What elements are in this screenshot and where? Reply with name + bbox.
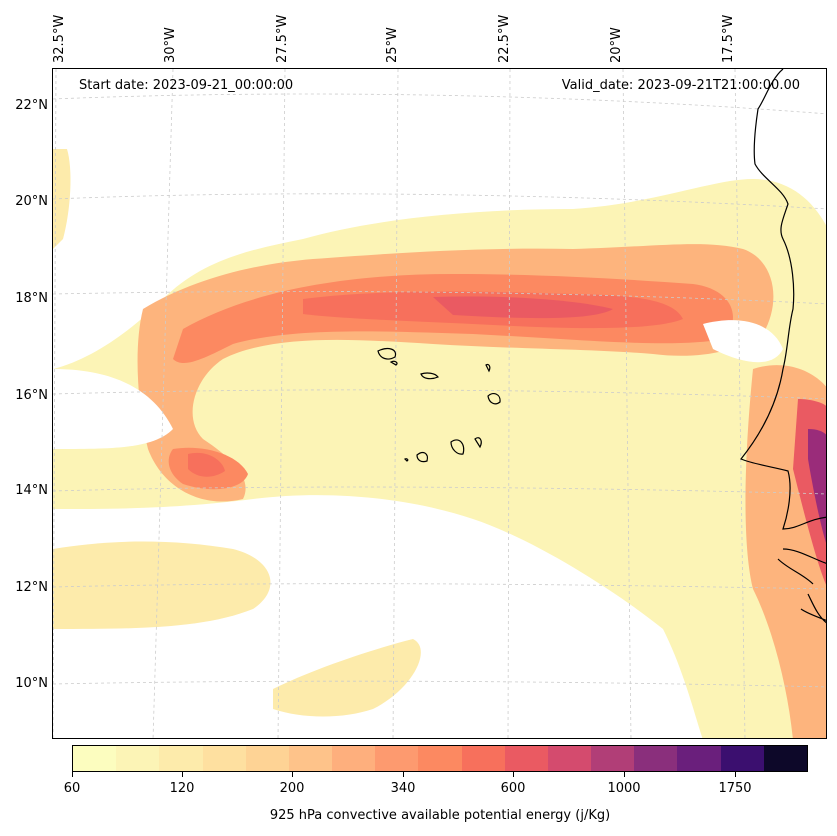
colorbar-title: 925 hPa convective available potential e… [269, 808, 611, 823]
colorbar-tick [403, 772, 404, 777]
colorbar-tick-label: 1000 [607, 781, 641, 796]
colorbar-tick [513, 772, 514, 777]
longitude-label: 22.5°W [497, 14, 512, 63]
cape-field-map [53, 69, 826, 738]
colorbar-swatch [116, 746, 160, 771]
colorbar-swatch [677, 746, 721, 771]
colorbar-swatch [634, 746, 678, 771]
latitude-label: 18°N [15, 291, 48, 306]
longitude-label: 25°W [385, 27, 400, 63]
latitude-label: 22°N [15, 98, 48, 113]
colorbar-tick [182, 772, 183, 777]
cape-contour-field [53, 149, 826, 738]
longitude-label: 20°W [609, 27, 624, 63]
colorbar-swatch [763, 746, 807, 771]
colorbar-tick-label: 1750 [718, 781, 752, 796]
colorbar-swatch [720, 746, 764, 771]
colorbar-swatch [418, 746, 462, 771]
colorbar-tick-label: 120 [169, 781, 195, 796]
colorbar-swatch [375, 746, 419, 771]
colorbar-swatch [547, 746, 592, 771]
colorbar-tick [72, 772, 73, 777]
latitude-label: 16°N [15, 388, 48, 403]
colorbar-tick-label: 200 [279, 781, 305, 796]
longitude-label: 27.5°W [275, 14, 290, 63]
colorbar-swatch [73, 746, 117, 771]
valid-date-label: Valid_date: 2023-09-21T21:00:00.00 [561, 78, 800, 93]
colorbar-swatch [288, 746, 333, 771]
colorbar-tick [624, 772, 625, 777]
coastlines [377, 69, 826, 624]
colorbar-swatch [332, 746, 376, 771]
latitude-label: 12°N [15, 580, 48, 595]
longitude-label: 30°W [163, 27, 178, 63]
colorbar-swatch [461, 746, 505, 771]
longitude-label: 17.5°W [721, 14, 736, 63]
latitude-label: 10°N [15, 676, 48, 691]
colorbar-swatch [245, 746, 289, 771]
longitude-label: 32.5°W [52, 14, 67, 63]
colorbar [72, 745, 808, 772]
colorbar-tick [292, 772, 293, 777]
latitude-label: 20°N [15, 194, 48, 209]
colorbar-tick-label: 60 [63, 781, 81, 796]
colorbar-tick [735, 772, 736, 777]
colorbar-swatch [159, 746, 203, 771]
colorbar-swatch [504, 746, 548, 771]
colorbar-tick-label: 340 [390, 781, 416, 796]
start-date-label: Start date: 2023-09-21_00:00:00 [79, 78, 294, 93]
graticule [53, 69, 826, 738]
colorbar-swatch [202, 746, 246, 771]
colorbar-tick-label: 600 [500, 781, 526, 796]
colorbar-swatch [591, 746, 635, 771]
map-panel [52, 68, 827, 739]
latitude-label: 14°N [15, 483, 48, 498]
